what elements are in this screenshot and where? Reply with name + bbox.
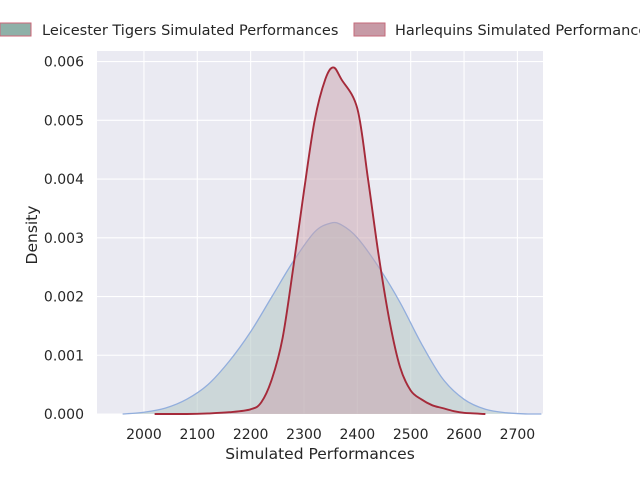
x-tick-label: 2000: [126, 427, 162, 443]
x-tick-labels: 2000 2100 2200 2300 2400 2500 2600 2700: [126, 427, 535, 443]
x-tick-label: 2300: [286, 427, 322, 443]
legend-swatch-harlequins: [353, 22, 386, 37]
y-axis-label: Density: [23, 206, 41, 265]
x-tick-label: 2400: [340, 427, 376, 443]
legend-label-leicester: Leicester Tigers Simulated Performances: [42, 23, 338, 39]
legend-label-harlequins: Harlequins Simulated Performances: [395, 23, 640, 39]
y-tick-label: 0.003: [44, 231, 84, 247]
y-tick-label: 0.004: [44, 172, 84, 188]
series-layer: [122, 66, 542, 415]
y-tick-labels: 0.000 0.001 0.002 0.003 0.004 0.005 0.006: [44, 55, 84, 423]
series-area-1: [154, 67, 486, 414]
y-tick-label: 0.000: [44, 407, 84, 423]
y-tick-label: 0.005: [44, 113, 84, 129]
legend: Leicester Tigers Simulated Performances …: [0, 22, 640, 39]
y-tick-label: 0.001: [44, 348, 84, 364]
x-tick-label: 2500: [393, 427, 429, 443]
y-tick-label: 0.006: [44, 55, 84, 71]
series-1: [154, 66, 486, 415]
x-tick-label: 2600: [446, 427, 482, 443]
x-tick-label: 2100: [179, 427, 215, 443]
x-axis-label: Simulated Performances: [225, 445, 415, 463]
x-tick-label: 2200: [233, 427, 269, 443]
x-tick-label: 2700: [500, 427, 536, 443]
series-line-1: [154, 66, 486, 415]
y-tick-label: 0.002: [44, 290, 84, 306]
legend-swatch-leicester: [0, 22, 32, 37]
